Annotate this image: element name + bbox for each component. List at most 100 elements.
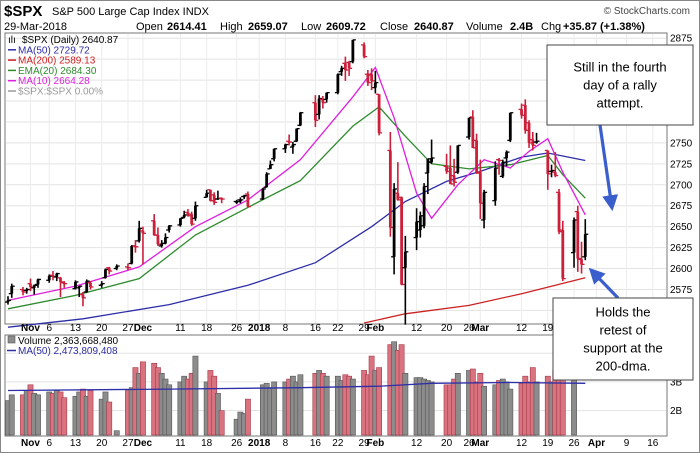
- date-tick-label: 9: [624, 438, 630, 449]
- volume-bar: [218, 410, 225, 436]
- candle-body: [366, 74, 370, 83]
- annotation-arrow: [588, 267, 620, 300]
- date-tick-label: 20: [96, 323, 108, 334]
- date-tick-label: 27: [122, 438, 134, 449]
- annotations: Still in the fourth day of a rally attempt…: [546, 44, 694, 381]
- candle-body: [130, 245, 134, 264]
- annotation-box: [546, 44, 694, 126]
- date-tick-label: 22: [332, 323, 344, 334]
- price-candles: [5, 39, 589, 325]
- candle-body: [269, 164, 272, 169]
- candle: [188, 211, 195, 226]
- candle: [544, 149, 551, 190]
- price-tick-label: 2750: [670, 138, 693, 149]
- candle-body: [179, 218, 182, 225]
- date-tick-label: Apr: [588, 438, 605, 449]
- candle: [346, 60, 353, 76]
- price-tick-label: 2650: [670, 222, 693, 233]
- legend-entry: MA(200) 2589.13: [18, 56, 96, 67]
- open-value: 2614.41: [167, 21, 207, 33]
- candle-body: [77, 286, 81, 288]
- candle: [218, 197, 225, 204]
- candle-body: [445, 166, 448, 172]
- candle: [53, 272, 60, 282]
- candle-body: [452, 175, 456, 183]
- candle: [31, 284, 38, 295]
- candle: [113, 264, 120, 271]
- volume-bar: [140, 361, 146, 436]
- candle: [8, 283, 15, 298]
- low-label: Low: [301, 21, 321, 33]
- candle: [451, 158, 458, 187]
- candle-body: [156, 235, 160, 245]
- candle-body: [482, 192, 486, 220]
- date-tick-label: 18: [201, 438, 213, 449]
- price-tick-label: 2700: [670, 180, 693, 191]
- candle-body: [373, 82, 377, 88]
- date-tick-label: 20: [441, 323, 453, 334]
- candle-body: [478, 172, 482, 204]
- candle: [552, 152, 559, 178]
- close-value: 2640.87: [414, 21, 454, 33]
- volume-bars: [5, 341, 577, 436]
- candle-body: [134, 245, 137, 248]
- price-tick-label: 2675: [670, 201, 693, 212]
- date-tick-label: Feb: [366, 438, 384, 449]
- candle-body: [182, 214, 186, 218]
- date-tick-label: Nov: [21, 438, 40, 449]
- candle-body: [85, 281, 89, 293]
- candle: [334, 73, 341, 95]
- date-tick-label: Dec: [134, 438, 153, 449]
- volume-bar: [113, 430, 120, 436]
- candle: [578, 241, 585, 274]
- candle-body: [216, 198, 220, 200]
- price-tick-label: 2600: [670, 264, 693, 275]
- annotation-text: attempt.: [597, 96, 644, 111]
- volume-bar: [507, 388, 514, 436]
- candle-body: [104, 269, 107, 278]
- candle: [162, 233, 169, 245]
- chg-value: +35.87 (+1.38%): [563, 21, 645, 33]
- chart-subtitle: S&P 500 Large Cap Index INDX: [52, 6, 210, 18]
- date-tick-label: 13: [70, 438, 82, 449]
- candle: [259, 188, 266, 200]
- candle: [376, 93, 383, 136]
- date-tick-label: 26: [231, 323, 243, 334]
- candle-body: [493, 168, 497, 201]
- candle: [398, 196, 405, 286]
- volume-ma50-line: [7, 381, 586, 392]
- candle-body: [576, 211, 580, 259]
- volume-bar: [481, 385, 487, 436]
- candle: [364, 70, 371, 86]
- candle-body: [523, 105, 527, 131]
- candle: [34, 278, 41, 288]
- date-tick-label: 6: [46, 323, 52, 334]
- volume-value: 2.4B: [510, 21, 533, 33]
- annotation-text: 200-dma.: [596, 359, 651, 374]
- volume-bar: [428, 381, 435, 436]
- legend-entry: $SPX (Daily) 2640.87: [22, 35, 119, 46]
- date-tick-label: 16: [647, 438, 659, 449]
- price-tick-label: 2625: [670, 243, 693, 254]
- date-tick-label: 12: [411, 438, 423, 449]
- volume-bar: [349, 378, 356, 436]
- volume-tick-label: 3B: [670, 377, 683, 388]
- annotation-text: support at the: [583, 341, 663, 356]
- annotation-text: day of a rally: [583, 78, 657, 93]
- date-tick-label: 13: [70, 323, 82, 334]
- date-tick-label: 11: [175, 323, 186, 334]
- candle-body: [418, 215, 422, 231]
- date-tick-label: 19: [542, 438, 554, 449]
- volume-bar: [192, 355, 199, 436]
- candle-body: [313, 102, 317, 121]
- candle: [124, 263, 131, 271]
- legend-entry: EMA(20) 2684.30: [18, 66, 97, 77]
- candle-body: [51, 275, 55, 277]
- candle-body: [81, 294, 85, 298]
- candle-body: [415, 221, 418, 238]
- candle: [391, 183, 398, 275]
- candle: [492, 161, 499, 206]
- candle-body: [283, 144, 287, 149]
- candle: [136, 220, 143, 243]
